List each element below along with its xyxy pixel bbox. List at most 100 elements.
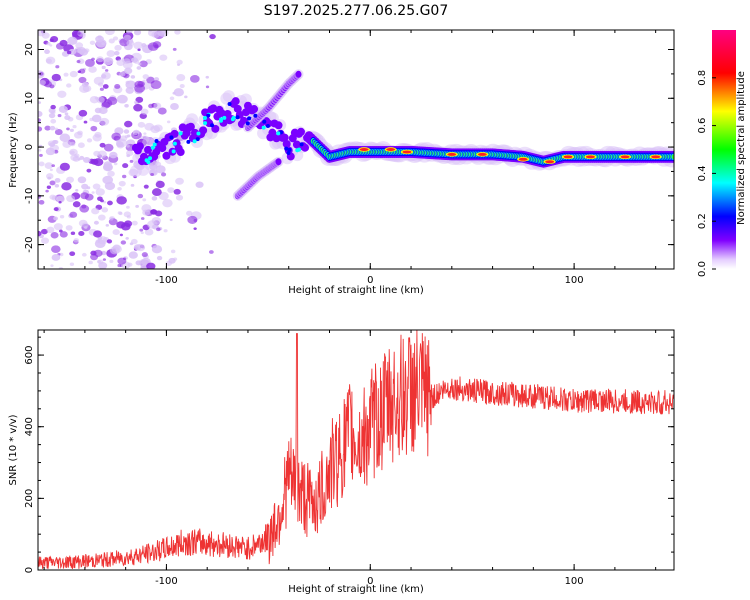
noise-blob bbox=[109, 217, 114, 221]
noise-blob bbox=[44, 162, 53, 169]
noise-blob bbox=[44, 125, 51, 131]
ridge-speck bbox=[148, 156, 153, 161]
colorbar-tick-label: 0.8 bbox=[697, 70, 708, 86]
noise-blob bbox=[107, 200, 113, 206]
noise-blob bbox=[139, 228, 144, 232]
noise-blob bbox=[45, 189, 49, 193]
noise-blob bbox=[172, 47, 177, 51]
noise-blob bbox=[140, 108, 149, 115]
noise-blob bbox=[91, 114, 102, 123]
noise-blob bbox=[58, 105, 68, 113]
ridge-speck bbox=[172, 141, 177, 146]
noise-blob bbox=[38, 101, 42, 104]
noise-blob bbox=[126, 150, 134, 157]
ridge-core bbox=[250, 105, 259, 114]
noise-blob bbox=[38, 148, 42, 152]
noise-blob bbox=[94, 96, 99, 100]
noise-blob bbox=[123, 211, 131, 218]
noise-blob bbox=[77, 176, 87, 184]
noise-blob bbox=[135, 243, 146, 252]
ridge-speck bbox=[231, 115, 236, 120]
colorbar-tick-label: 0.0 bbox=[697, 261, 708, 277]
noise-blob bbox=[114, 84, 121, 89]
ridge-speck bbox=[287, 147, 292, 152]
noise-blob bbox=[59, 39, 68, 47]
noise-blob bbox=[54, 127, 59, 131]
noise-blob bbox=[70, 231, 76, 236]
noise-blob bbox=[124, 103, 129, 108]
noise-blob bbox=[66, 194, 76, 203]
noise-blob bbox=[133, 41, 144, 50]
noise-blob bbox=[50, 104, 56, 110]
noise-blob bbox=[44, 49, 50, 55]
noise-blob bbox=[209, 33, 216, 40]
hot-spot bbox=[651, 155, 661, 159]
noise-blob bbox=[123, 257, 127, 260]
ridge-core bbox=[176, 148, 185, 157]
noise-blob bbox=[58, 201, 62, 204]
noise-blob bbox=[172, 91, 176, 95]
noise-blob bbox=[144, 228, 154, 236]
noise-blob bbox=[90, 125, 98, 132]
noise-blob bbox=[125, 30, 133, 34]
noise-blob bbox=[142, 74, 150, 80]
ridge-speck bbox=[178, 131, 183, 136]
ridge-core bbox=[241, 108, 250, 117]
noise-blob bbox=[107, 170, 115, 177]
noise-blob bbox=[58, 266, 64, 269]
noise-blob bbox=[151, 188, 162, 197]
noise-blob bbox=[138, 259, 148, 267]
noise-blob bbox=[72, 124, 77, 129]
noise-blob bbox=[91, 57, 95, 61]
noise-blob bbox=[95, 188, 105, 196]
noise-blob bbox=[126, 134, 131, 138]
colorbar-tick-label: 0.2 bbox=[697, 213, 708, 229]
noise-blob bbox=[54, 128, 63, 136]
noise-blob bbox=[131, 220, 138, 226]
snr-y-label: SNR (10 * v/v) bbox=[8, 414, 19, 485]
noise-blob bbox=[113, 162, 118, 166]
noise-blob bbox=[137, 62, 142, 66]
ridge-speck bbox=[222, 115, 227, 120]
noise-blob bbox=[151, 217, 162, 225]
ridge-speck bbox=[265, 124, 270, 129]
noise-blob bbox=[173, 188, 181, 195]
noise-blob bbox=[46, 42, 51, 46]
noise-blob bbox=[91, 191, 95, 194]
noise-blob bbox=[165, 260, 172, 266]
noise-blob bbox=[108, 38, 115, 44]
noise-blob bbox=[166, 120, 171, 124]
noise-blob bbox=[114, 44, 122, 51]
noise-blob bbox=[97, 214, 106, 221]
noise-blob bbox=[38, 230, 42, 237]
ridge-core bbox=[268, 128, 277, 137]
noise-blob bbox=[49, 125, 56, 131]
spec-y-label: -20 bbox=[24, 236, 35, 252]
ridge-speck bbox=[150, 145, 155, 150]
noise-blob bbox=[176, 59, 183, 65]
noise-blob bbox=[116, 196, 127, 205]
snr-panel: -100 0 100 0 200 400 600 Height of straight l… bbox=[8, 329, 675, 595]
noise-blob bbox=[53, 223, 63, 231]
ridge-core bbox=[135, 142, 144, 151]
noise-blob bbox=[39, 153, 43, 157]
noise-blob bbox=[51, 253, 61, 261]
noise-blob bbox=[99, 142, 106, 148]
ridge-speck bbox=[203, 121, 208, 126]
noise-blob bbox=[94, 239, 106, 248]
noise-blob bbox=[190, 75, 200, 83]
noise-blob bbox=[135, 96, 144, 103]
noise-blob bbox=[53, 216, 59, 221]
noise-blob bbox=[150, 172, 155, 177]
ridge-speck bbox=[195, 137, 200, 142]
noise-blob bbox=[55, 65, 60, 69]
noise-blob bbox=[49, 84, 55, 89]
ridge-speck bbox=[192, 139, 197, 144]
noise-blob bbox=[150, 209, 157, 215]
noise-blob bbox=[59, 162, 70, 171]
hot-spot bbox=[585, 155, 595, 159]
spec-y-label: -10 bbox=[24, 188, 35, 204]
noise-blob bbox=[99, 87, 104, 91]
noise-blob bbox=[38, 194, 42, 199]
ridge-speck bbox=[171, 149, 176, 154]
